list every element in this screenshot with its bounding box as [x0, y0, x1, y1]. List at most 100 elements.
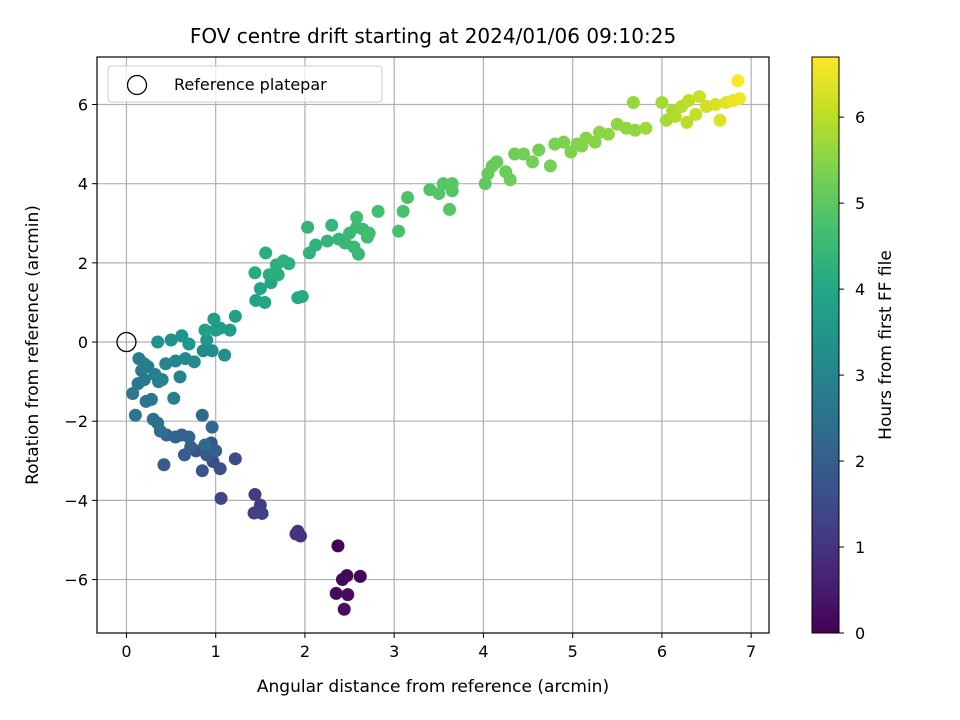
- y-tick-label: 0: [78, 333, 88, 352]
- colorbar-tick-label: 1: [855, 538, 865, 557]
- data-point: [680, 115, 694, 129]
- reference-platepar-marker: [116, 331, 137, 353]
- data-point: [526, 155, 540, 169]
- data-point: [713, 113, 727, 127]
- data-point: [196, 344, 210, 358]
- data-point: [335, 573, 349, 587]
- data-points: [126, 74, 747, 616]
- data-point: [209, 444, 223, 458]
- data-point: [295, 290, 309, 304]
- data-point: [532, 143, 546, 157]
- data-point: [200, 333, 214, 347]
- data-point: [271, 268, 285, 282]
- data-point: [557, 135, 571, 149]
- colorbar-ticks: 0 1 2 3 4 5 6: [839, 108, 865, 643]
- colorbar-label: Hours from first FF file: [876, 250, 896, 440]
- data-point: [655, 96, 669, 110]
- colorbar-tick-label: 0: [855, 624, 865, 643]
- data-point: [436, 177, 450, 191]
- x-tick-label: 6: [657, 642, 667, 661]
- data-point: [164, 333, 178, 347]
- data-point: [733, 92, 747, 106]
- data-point: [517, 147, 531, 161]
- data-point: [258, 295, 272, 309]
- plot-background: [97, 57, 769, 633]
- data-point: [341, 588, 355, 602]
- data-point: [228, 309, 242, 323]
- data-point: [692, 90, 706, 104]
- colorbar-tick-label: 3: [855, 366, 865, 385]
- data-point: [167, 391, 181, 405]
- data-point: [331, 539, 345, 553]
- data-point: [320, 234, 334, 248]
- data-point: [198, 438, 212, 452]
- data-point: [213, 462, 227, 476]
- colorbar-gradient: [811, 56, 840, 634]
- data-point: [329, 586, 343, 600]
- data-point: [223, 323, 237, 337]
- plot-area: [96, 56, 770, 634]
- data-point: [351, 247, 365, 261]
- colorbar-tick-label: 4: [855, 280, 865, 299]
- data-point: [157, 458, 171, 472]
- data-point: [144, 392, 158, 406]
- data-point: [205, 344, 219, 358]
- data-point: [371, 204, 385, 218]
- data-point: [151, 335, 165, 349]
- plot-frame: [96, 56, 770, 634]
- data-point: [689, 107, 703, 121]
- data-point: [392, 224, 406, 238]
- y-axis-label: Rotation from reference (arcmin): [23, 205, 43, 485]
- data-point: [731, 74, 745, 88]
- data-point: [708, 98, 722, 112]
- data-point: [432, 187, 446, 201]
- y-tick-label: 6: [78, 96, 88, 115]
- data-point: [159, 357, 173, 371]
- colorbar: 0 1 2 3 4 5 6 Hours from first FF file: [811, 56, 896, 643]
- data-point: [187, 355, 201, 369]
- data-point: [639, 121, 653, 135]
- x-tick-label: 4: [478, 642, 488, 661]
- data-point: [601, 127, 615, 141]
- data-point: [259, 246, 273, 260]
- data-point: [445, 177, 459, 191]
- data-point: [205, 420, 219, 434]
- x-tick-label: 3: [389, 642, 399, 661]
- data-point: [291, 524, 305, 538]
- data-point: [213, 321, 227, 335]
- x-axis-label: Angular distance from reference (arcmin): [257, 677, 609, 697]
- data-point: [508, 147, 522, 161]
- data-point: [195, 408, 209, 422]
- data-point: [362, 226, 376, 240]
- y-tick-label: −2: [64, 412, 88, 431]
- colorbar-tick-label: 6: [855, 108, 865, 127]
- data-point: [228, 452, 242, 466]
- y-tick-label: −4: [64, 491, 88, 510]
- data-point: [173, 370, 187, 384]
- y-tick-label: 4: [78, 175, 88, 194]
- data-point: [146, 412, 160, 426]
- data-point: [262, 268, 276, 282]
- legend-marker-reference: [126, 74, 148, 96]
- data-point: [350, 210, 364, 224]
- legend-entry-reference: Reference platepar: [174, 75, 327, 94]
- data-point: [248, 487, 262, 501]
- data-point: [182, 337, 196, 351]
- data-point: [214, 491, 228, 505]
- data-point: [207, 312, 221, 326]
- data-point: [169, 354, 183, 368]
- data-point: [396, 204, 410, 218]
- data-point: [126, 386, 140, 400]
- data-point: [301, 220, 315, 234]
- legend: Reference platepar: [107, 65, 383, 103]
- y-tick-label: −6: [64, 571, 88, 590]
- x-tick-label: 1: [211, 642, 221, 661]
- data-point: [277, 254, 291, 268]
- data-point: [490, 155, 504, 169]
- x-tick-label: 7: [746, 642, 756, 661]
- colorbar-tick-label: 5: [855, 194, 865, 213]
- data-point: [401, 191, 415, 205]
- data-point: [682, 94, 696, 108]
- x-tick-label: 5: [568, 642, 578, 661]
- data-point: [128, 408, 142, 422]
